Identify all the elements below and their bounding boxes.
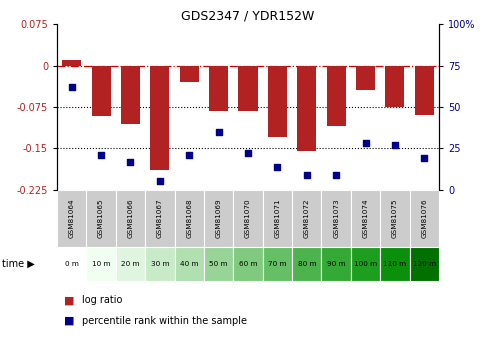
Bar [321,247,351,281]
Text: 50 m: 50 m [209,261,228,267]
Bar [239,66,257,111]
Text: GSM81064: GSM81064 [69,198,75,238]
Point [420,156,428,161]
Text: 100 m: 100 m [354,261,377,267]
Text: 20 m: 20 m [121,261,140,267]
Text: ■: ■ [64,316,75,326]
Bar [263,247,292,281]
Text: 80 m: 80 m [298,261,316,267]
Bar [121,66,140,124]
Bar [62,60,81,66]
Text: 60 m: 60 m [239,261,257,267]
Point [391,142,399,148]
Point [186,152,193,158]
Text: ■: ■ [64,295,75,305]
Bar [297,66,316,151]
Text: GSM81068: GSM81068 [186,198,192,238]
Point [97,152,105,158]
Point [126,159,134,164]
Text: time ▶: time ▶ [2,259,35,269]
Bar [380,247,410,281]
Bar [175,190,204,247]
Bar [410,190,439,247]
Text: GSM81070: GSM81070 [245,198,251,238]
Text: GSM81069: GSM81069 [216,198,222,238]
Bar [209,66,228,111]
Text: GSM81065: GSM81065 [98,198,104,238]
Bar [145,247,175,281]
Text: 0 m: 0 m [65,261,79,267]
Bar [415,66,434,115]
Point [273,164,281,169]
Bar [233,190,263,247]
Bar [351,190,380,247]
Text: GSM81066: GSM81066 [127,198,133,238]
Title: GDS2347 / YDR152W: GDS2347 / YDR152W [182,10,314,23]
Bar [356,66,375,90]
Text: 40 m: 40 m [180,261,198,267]
Text: GSM81071: GSM81071 [274,198,280,238]
Bar [292,247,321,281]
Bar [326,66,346,126]
Bar [292,190,321,247]
Bar [268,66,287,137]
Bar [175,247,204,281]
Bar [321,190,351,247]
Point [362,141,370,146]
Bar [385,66,404,107]
Bar [57,247,86,281]
Bar [116,247,145,281]
Text: GSM81075: GSM81075 [392,198,398,238]
Text: 70 m: 70 m [268,261,287,267]
Bar [116,190,145,247]
Bar [263,190,292,247]
Text: 90 m: 90 m [327,261,345,267]
Bar [145,190,175,247]
Text: 110 m: 110 m [383,261,406,267]
Bar [204,247,233,281]
Text: percentile rank within the sample: percentile rank within the sample [82,316,247,326]
Bar [150,66,170,170]
Text: GSM81074: GSM81074 [363,198,369,238]
Text: 120 m: 120 m [413,261,436,267]
Bar [57,190,86,247]
Text: GSM81067: GSM81067 [157,198,163,238]
Bar [180,66,199,82]
Text: 30 m: 30 m [151,261,169,267]
Bar [410,247,439,281]
Point [244,150,252,156]
Text: GSM81072: GSM81072 [304,198,310,238]
Bar [380,190,410,247]
Bar [92,66,111,116]
Text: log ratio: log ratio [82,295,122,305]
Bar [204,190,233,247]
Bar [351,247,380,281]
Point [68,84,76,90]
Text: 10 m: 10 m [92,261,110,267]
Point [303,172,310,178]
Point [156,179,164,184]
Point [215,129,223,135]
Bar [86,190,116,247]
Text: GSM81073: GSM81073 [333,198,339,238]
Bar [86,247,116,281]
Point [332,172,340,178]
Text: GSM81076: GSM81076 [421,198,427,238]
Bar [233,247,263,281]
